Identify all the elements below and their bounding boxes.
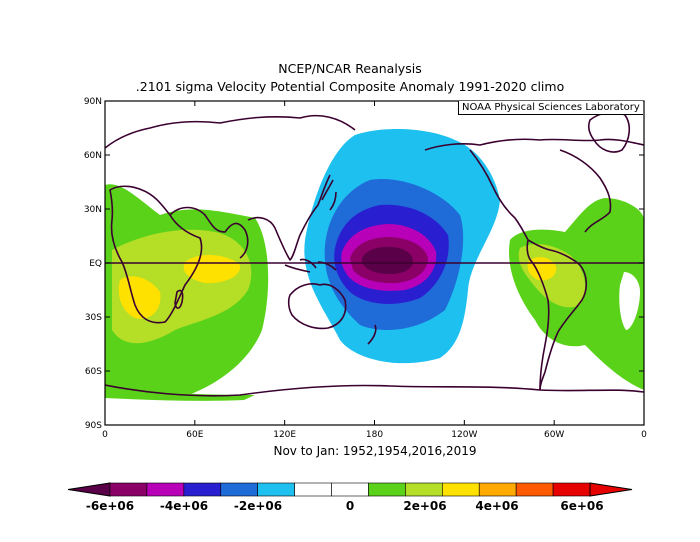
colorbar-swatch bbox=[257, 482, 295, 497]
colorbar-swatch bbox=[294, 482, 332, 497]
lat-tick-label: 90N bbox=[84, 97, 102, 107]
lon-tick-label: 0 bbox=[102, 430, 108, 440]
colorbar-label: -2e+06 bbox=[234, 499, 282, 513]
lon-tick-label: 60W bbox=[544, 430, 564, 440]
lat-tick-label: 30N bbox=[84, 205, 102, 215]
colorbar bbox=[67, 482, 633, 497]
lat-tick-label: 60N bbox=[84, 151, 102, 161]
colorbar-max-arrow bbox=[589, 482, 633, 497]
colorbar-swatch bbox=[442, 482, 480, 497]
colorbar-label: -4e+06 bbox=[160, 499, 208, 513]
lat-axis-labels: 90N 60N 30N EQ 30S 60S 90S bbox=[84, 97, 102, 431]
colorbar-label: 6e+06 bbox=[560, 499, 603, 513]
colorbar-swatch bbox=[368, 482, 406, 497]
map-plot-area bbox=[105, 101, 644, 425]
lon-tick-label: 180 bbox=[366, 430, 383, 440]
zero-gap-atlantic bbox=[619, 272, 640, 330]
lon-tick-label: 120E bbox=[273, 430, 296, 440]
lon-tick-label: 0 bbox=[641, 430, 647, 440]
map-period-subtitle: Nov to Jan: 1952,1954,2016,2019 bbox=[273, 444, 477, 458]
colorbar-swatch bbox=[478, 482, 517, 497]
colorbar-swatch bbox=[109, 482, 148, 497]
lon-tick-label: 60E bbox=[186, 430, 203, 440]
credit-label: NOAA Physical Sciences Laboratory bbox=[458, 101, 643, 115]
colorbar-min-arrow bbox=[67, 482, 111, 497]
colorbar-label: 2e+06 bbox=[403, 499, 446, 513]
lon-axis-labels: 0 60E 120E 180 120W 60W 0 bbox=[102, 430, 647, 440]
colorbar-swatch bbox=[552, 482, 591, 497]
colorbar-labels: -6e+06 -4e+06 -2e+06 0 2e+06 4e+06 6e+06 bbox=[86, 499, 604, 513]
colorbar-swatch bbox=[183, 482, 222, 497]
colorbar-label: -6e+06 bbox=[86, 499, 134, 513]
colorbar-swatch bbox=[146, 482, 185, 497]
colorbar-swatch bbox=[331, 482, 369, 497]
negative-region-l6 bbox=[362, 246, 413, 274]
chart-subtitle-line: .2101 sigma Velocity Potential Composite… bbox=[135, 79, 565, 94]
colorbar-swatch bbox=[515, 482, 554, 497]
lat-tick-label: EQ bbox=[89, 259, 102, 269]
chart-title: NCEP/NCAR Reanalysis bbox=[278, 61, 422, 76]
colorbar-label: 4e+06 bbox=[475, 499, 518, 513]
colorbar-swatch bbox=[405, 482, 443, 497]
lat-tick-label: 30S bbox=[85, 313, 102, 323]
lat-tick-label: 90S bbox=[85, 421, 102, 431]
colorbar-label: 0 bbox=[346, 499, 354, 513]
lon-tick-label: 120W bbox=[451, 430, 477, 440]
colorbar-swatch bbox=[220, 482, 258, 497]
coastlines bbox=[105, 111, 644, 397]
lat-tick-label: 60S bbox=[85, 367, 102, 377]
